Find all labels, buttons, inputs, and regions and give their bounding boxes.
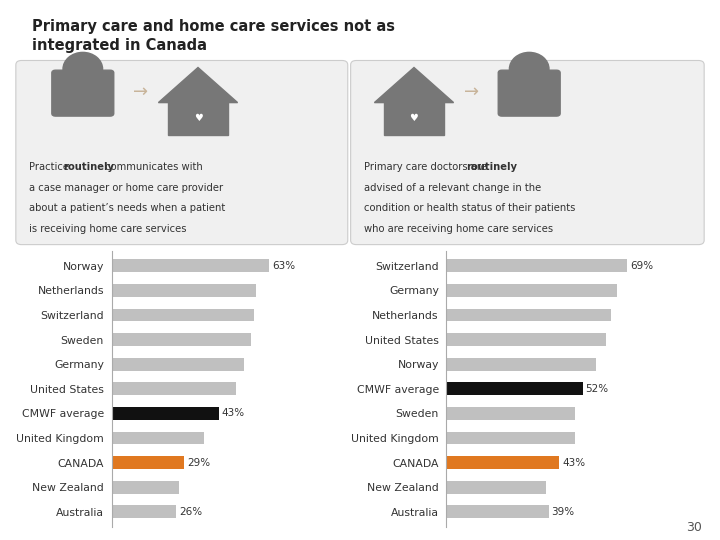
- Text: 43%: 43%: [222, 408, 245, 418]
- Text: routinely: routinely: [63, 162, 114, 172]
- Bar: [112, 309, 254, 321]
- Text: a case manager or home care provider: a case manager or home care provider: [29, 183, 223, 193]
- Bar: [112, 284, 256, 297]
- Text: ♥: ♥: [410, 113, 418, 123]
- Bar: [446, 407, 575, 420]
- Text: →: →: [464, 83, 480, 101]
- Text: Primary care doctors are: Primary care doctors are: [364, 162, 490, 172]
- Bar: [446, 456, 559, 469]
- Text: about a patient’s needs when a patient: about a patient’s needs when a patient: [29, 203, 225, 213]
- Bar: [446, 284, 616, 297]
- Text: Primary care and home care services not as: Primary care and home care services not …: [32, 19, 395, 34]
- Text: 29%: 29%: [187, 457, 210, 468]
- Text: 30: 30: [686, 521, 702, 534]
- Text: Practice: Practice: [29, 162, 72, 172]
- Text: 63%: 63%: [272, 261, 295, 271]
- Bar: [112, 382, 236, 395]
- Text: 39%: 39%: [552, 507, 575, 517]
- Bar: [446, 382, 582, 395]
- Text: 26%: 26%: [179, 507, 202, 517]
- Bar: [112, 456, 184, 469]
- Text: is receiving home care services: is receiving home care services: [29, 224, 186, 234]
- Text: ♥: ♥: [194, 113, 202, 123]
- Bar: [446, 431, 575, 444]
- Text: integrated in Canada: integrated in Canada: [32, 38, 207, 53]
- Text: 69%: 69%: [630, 261, 653, 271]
- Bar: [112, 481, 179, 494]
- Text: who are receiving home care services: who are receiving home care services: [364, 224, 553, 234]
- Text: advised of a relevant change in the: advised of a relevant change in the: [364, 183, 541, 193]
- Text: 43%: 43%: [562, 457, 585, 468]
- Bar: [112, 358, 244, 370]
- Bar: [446, 309, 611, 321]
- Bar: [446, 481, 546, 494]
- Text: →: →: [132, 83, 148, 101]
- Bar: [112, 431, 204, 444]
- Bar: [112, 505, 176, 518]
- Text: 52%: 52%: [585, 384, 609, 394]
- Bar: [446, 358, 595, 370]
- Bar: [112, 333, 251, 346]
- Text: condition or health status of their patients: condition or health status of their pati…: [364, 203, 575, 213]
- Bar: [446, 505, 549, 518]
- Bar: [446, 333, 606, 346]
- Bar: [112, 407, 219, 420]
- Bar: [446, 259, 627, 272]
- Text: routinely: routinely: [466, 162, 517, 172]
- Text: communicates with: communicates with: [102, 162, 203, 172]
- Bar: [112, 259, 269, 272]
